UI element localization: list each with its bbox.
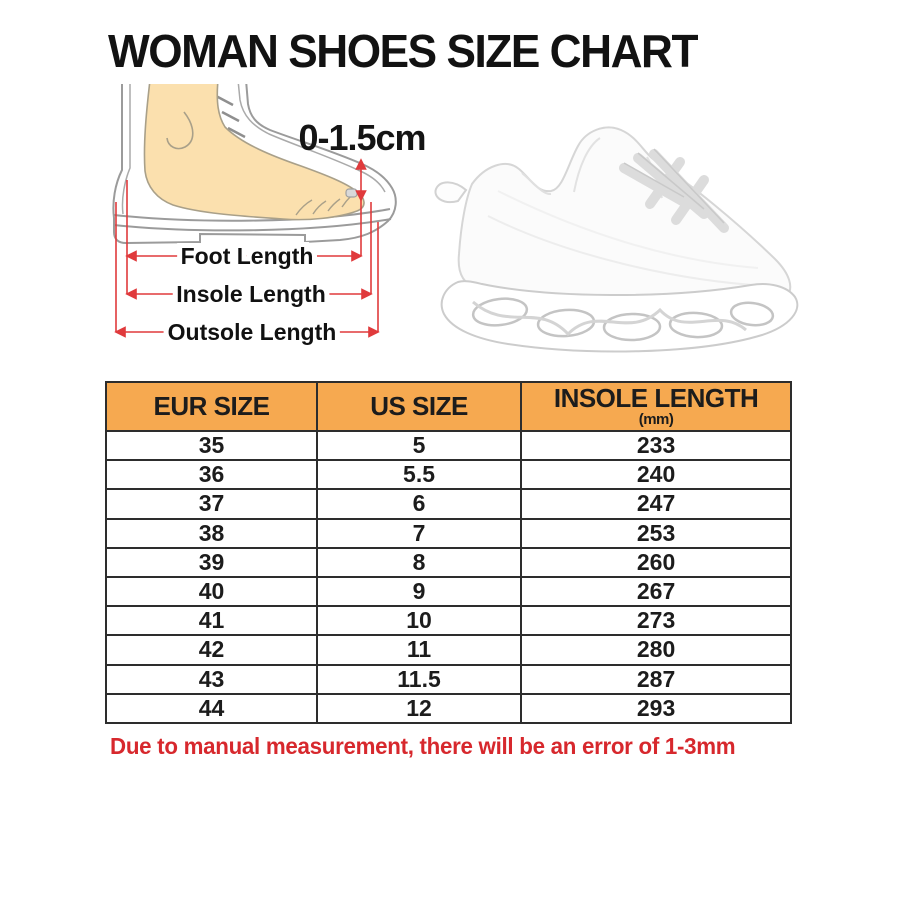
table-cell: 44: [105, 692, 318, 724]
table-cell: 8: [315, 546, 523, 578]
size-table: EUR SIZE US SIZE INSOLE LENGTH (mm) 35 5 2…: [105, 381, 792, 724]
foot-length-label: Foot Length: [181, 243, 314, 269]
sneaker-upper: [457, 126, 792, 312]
table-row: 37 6 247: [105, 488, 792, 520]
header-insole-unit: (mm): [638, 410, 674, 428]
table-cell: 260: [520, 546, 792, 578]
header-eur-size: EUR SIZE: [105, 381, 318, 432]
midsole-line-bottom: [113, 218, 392, 232]
table-row: 38 7 253: [105, 517, 792, 549]
table-cell: 287: [520, 663, 792, 695]
measurement-lines: [114, 158, 380, 338]
table-body: 35 5 233 36 5.5 240 37 6 247 38 7 253 39 8 260 40 9 267 41…: [105, 429, 792, 724]
table-cell: 7: [315, 517, 523, 549]
table-cell: 253: [520, 517, 792, 549]
table-cell: 12: [315, 692, 523, 724]
outsole-length-label: Outsole Length: [168, 319, 337, 345]
table-cell: 38: [105, 517, 318, 549]
table-cell: 6: [315, 488, 523, 520]
table-cell: 40: [105, 575, 318, 608]
sneaker-illustration: [434, 126, 799, 353]
foot-illustration: [143, 84, 365, 221]
table-cell: 293: [520, 692, 792, 724]
table-cell: 11.5: [315, 663, 523, 695]
table-cell: 36: [105, 459, 318, 491]
table-cell: 35: [105, 429, 318, 462]
table-cell: 10: [315, 605, 523, 637]
table-cell: 37: [105, 488, 318, 520]
table-cell: 42: [105, 634, 318, 666]
measurement-error-note: Due to manual measurement, there will be…: [110, 733, 736, 759]
midsole-line-top: [113, 208, 391, 222]
table-cell: 267: [520, 575, 792, 608]
table-cell: 41: [105, 605, 318, 637]
header-us-size: US SIZE: [315, 381, 523, 432]
shoe-front-inner-line: [237, 84, 386, 193]
shoe-inner-line: [121, 84, 131, 215]
table-row: 43 11.5 287: [105, 663, 792, 695]
table-cell: 9: [315, 575, 523, 608]
table-cell: 280: [520, 634, 792, 666]
toe-gap-label: 0-1.5cm: [298, 117, 425, 158]
table-cell: 11: [315, 634, 523, 666]
table-cell: 43: [105, 663, 318, 695]
table-row: 44 12 293: [105, 692, 792, 724]
page-title: WOMAN SHOES SIZE CHART: [108, 25, 698, 77]
table-cell: 39: [105, 546, 318, 578]
lace-marks-icon: [215, 94, 246, 139]
table-row: 39 8 260: [105, 546, 792, 578]
header-insole-length: INSOLE LENGTH (mm): [520, 381, 792, 432]
laces: [619, 149, 729, 233]
ankle-curve: [166, 111, 194, 150]
table-cell: 273: [520, 605, 792, 637]
insole-length-label: Insole Length: [176, 281, 326, 307]
table-cell: 240: [520, 459, 792, 491]
table-cell: 233: [520, 429, 792, 462]
table-header-row: EUR SIZE US SIZE INSOLE LENGTH (mm): [105, 381, 792, 432]
table-row: 40 9 267: [105, 575, 792, 608]
table-cell: 247: [520, 488, 792, 520]
table-cell: 5: [315, 429, 523, 462]
foot-measurement-diagram: 0-1.5cm Foot Length Insole Length Outsol…: [112, 84, 427, 350]
table-row: 41 10 273: [105, 605, 792, 637]
table-cell: 5.5: [315, 459, 523, 491]
table-row: 42 11 280: [105, 634, 792, 666]
table-row: 36 5.5 240: [105, 459, 792, 491]
table-row: 35 5 233: [105, 429, 792, 462]
